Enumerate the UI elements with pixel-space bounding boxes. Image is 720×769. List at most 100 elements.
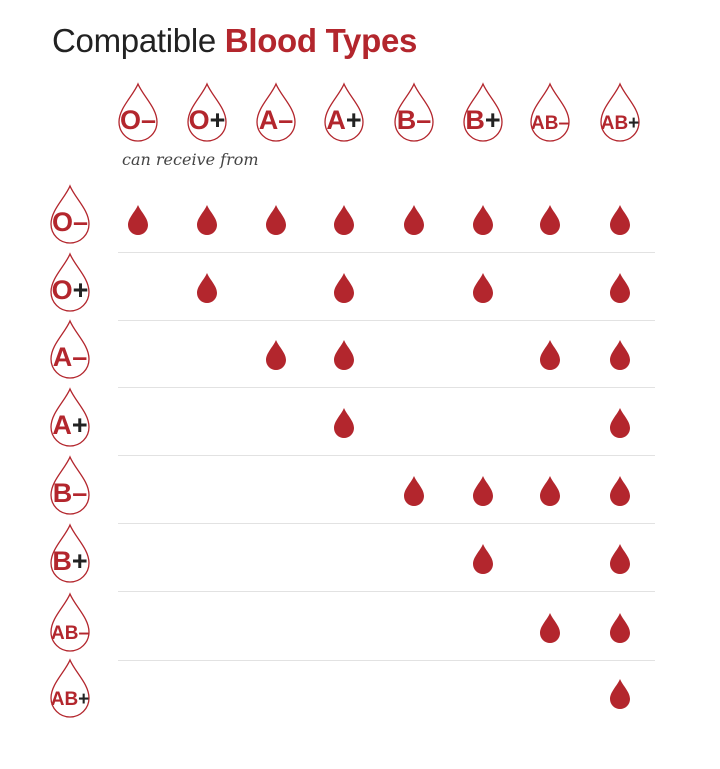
compatible-drop-icon [608, 475, 632, 507]
blood-drop-outline-icon [118, 82, 158, 142]
rh-sign: – [72, 207, 89, 237]
column-header-b-pos: B+ [456, 82, 510, 142]
blood-drop-outline-icon [50, 455, 90, 515]
blood-drop-outline-icon [50, 252, 90, 312]
blood-drop-outline-icon [324, 82, 364, 142]
column-header-a-pos: A+ [317, 82, 371, 142]
blood-drop-outline-icon [50, 387, 90, 447]
compatible-drop-icon [332, 339, 356, 371]
rh-sign: + [484, 105, 501, 135]
subtitle: can receive from [122, 150, 259, 169]
rh-sign: – [558, 113, 570, 134]
row-divider [118, 252, 655, 253]
blood-drop-outline-icon [600, 82, 640, 142]
rh-sign: + [71, 410, 88, 440]
compatible-drop-icon [332, 204, 356, 236]
blood-type-letter: A [52, 410, 72, 440]
page-title: Compatible Blood Types [52, 22, 417, 60]
compatible-drop-icon [332, 272, 356, 304]
row-header-a-pos: A+ [43, 387, 97, 447]
blood-type-letter: O [51, 275, 73, 305]
row-header-ab-neg: AB– [43, 592, 97, 652]
compatible-drop-icon [471, 272, 495, 304]
row-divider [118, 591, 655, 592]
compatible-drop-icon [195, 272, 219, 304]
rh-sign: – [278, 105, 294, 135]
compatible-drop-icon [608, 204, 632, 236]
title-highlight: Blood Types [224, 22, 418, 59]
rh-sign: + [345, 105, 362, 135]
rh-sign: + [78, 689, 90, 710]
compatible-drop-icon [608, 339, 632, 371]
blood-type-letter: A [326, 105, 346, 135]
compatible-drop-icon [471, 204, 495, 236]
column-header-o-neg: O– [111, 82, 165, 142]
rh-sign: – [416, 105, 432, 135]
compatible-drop-icon [538, 475, 562, 507]
row-header-b-neg: B– [43, 455, 97, 515]
blood-type-letter: A [52, 342, 73, 372]
blood-drop-outline-icon [256, 82, 296, 142]
blood-drop-outline-icon [50, 523, 90, 583]
row-divider [118, 660, 655, 661]
column-header-ab-pos: AB+ [593, 82, 647, 142]
compatible-drop-icon [608, 612, 632, 644]
blood-type-letter: O [119, 105, 141, 135]
compatible-drop-icon [402, 204, 426, 236]
blood-type-letter: AB [50, 623, 79, 644]
column-header-ab-neg: AB– [523, 82, 577, 142]
blood-type-letter: AB [50, 689, 79, 710]
blood-type-letter: AB [600, 113, 629, 134]
row-divider [118, 320, 655, 321]
compatible-drop-icon [608, 678, 632, 710]
blood-type-letter: A [258, 105, 279, 135]
blood-type-letter: B [52, 546, 72, 576]
blood-type-letter: B [52, 478, 73, 508]
row-header-ab-pos: AB+ [43, 658, 97, 718]
blood-type-letter: AB [530, 113, 559, 134]
compatible-drop-icon [538, 204, 562, 236]
compatible-drop-icon [538, 339, 562, 371]
row-divider [118, 455, 655, 456]
row-header-b-pos: B+ [43, 523, 97, 583]
rh-sign: – [72, 478, 88, 508]
compatible-drop-icon [538, 612, 562, 644]
blood-type-letter: B [465, 105, 485, 135]
compatible-drop-icon [471, 475, 495, 507]
title-prefix: Compatible [52, 22, 216, 59]
row-header-o-pos: O+ [43, 252, 97, 312]
compatible-drop-icon [608, 407, 632, 439]
rh-sign: + [71, 546, 88, 576]
blood-drop-outline-icon [50, 592, 90, 652]
rh-sign: – [78, 623, 90, 644]
compatible-drop-icon [126, 204, 150, 236]
blood-type-letter: O [188, 105, 210, 135]
rh-sign: – [72, 342, 88, 372]
compatible-drop-icon [608, 272, 632, 304]
blood-drop-outline-icon [50, 658, 90, 718]
blood-drop-outline-icon [530, 82, 570, 142]
blood-type-letter: B [396, 105, 417, 135]
row-divider [118, 387, 655, 388]
blood-drop-outline-icon [50, 319, 90, 379]
compatible-drop-icon [264, 339, 288, 371]
rh-sign: – [140, 105, 157, 135]
compatible-drop-icon [402, 475, 426, 507]
blood-drop-outline-icon [463, 82, 503, 142]
rh-sign: + [72, 275, 89, 305]
blood-drop-outline-icon [187, 82, 227, 142]
column-header-b-neg: B– [387, 82, 441, 142]
compatible-drop-icon [471, 543, 495, 575]
rh-sign: + [628, 113, 640, 134]
row-header-o-neg: O– [43, 184, 97, 244]
column-header-o-pos: O+ [180, 82, 234, 142]
row-divider [118, 523, 655, 524]
blood-type-letter: O [51, 207, 73, 237]
compatible-drop-icon [332, 407, 356, 439]
compatible-drop-icon [264, 204, 288, 236]
compatible-drop-icon [195, 204, 219, 236]
compatible-drop-icon [608, 543, 632, 575]
blood-drop-outline-icon [394, 82, 434, 142]
column-header-a-neg: A– [249, 82, 303, 142]
row-header-a-neg: A– [43, 319, 97, 379]
